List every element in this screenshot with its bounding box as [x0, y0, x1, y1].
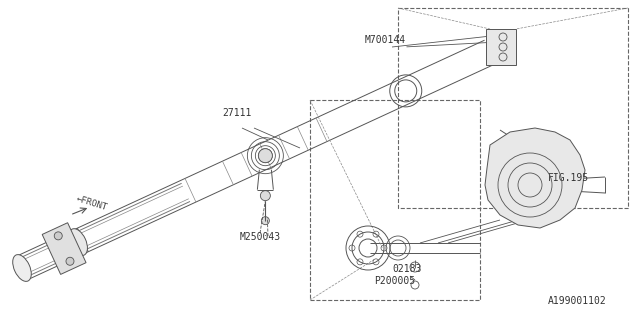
Circle shape — [54, 232, 62, 240]
Text: 02183: 02183 — [392, 264, 421, 274]
Bar — [310, 100, 480, 300]
Text: M700144: M700144 — [365, 35, 406, 45]
Text: ←FRONT: ←FRONT — [75, 194, 108, 212]
Circle shape — [261, 217, 269, 225]
Polygon shape — [42, 223, 86, 275]
Text: FIG.195: FIG.195 — [548, 173, 589, 183]
Circle shape — [66, 257, 74, 265]
Text: P200005: P200005 — [374, 276, 415, 286]
Bar — [398, 8, 628, 208]
Bar — [486, 29, 516, 65]
Text: 27111: 27111 — [222, 108, 252, 118]
Circle shape — [260, 191, 270, 201]
Circle shape — [259, 149, 273, 163]
Polygon shape — [485, 128, 585, 228]
Ellipse shape — [69, 229, 88, 255]
Text: M250043: M250043 — [240, 232, 281, 242]
Ellipse shape — [13, 255, 31, 281]
Text: A199001102: A199001102 — [548, 296, 607, 306]
